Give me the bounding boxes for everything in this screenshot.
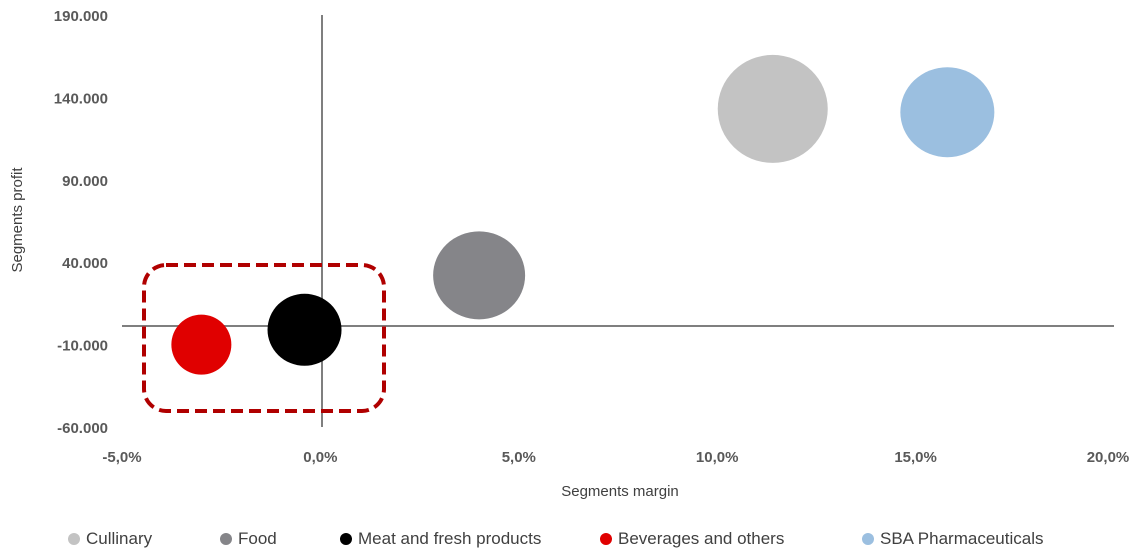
legend-label: Cullinary [86,529,153,548]
bubbles [171,54,995,375]
legend-item: Meat and fresh products [340,529,541,549]
y-tick-label: 190.000 [54,8,108,25]
y-tick-labels: 190.000 140.000 90.000 40.000 -10.000 -60.000 [54,8,108,437]
x-tick-label: 5,0% [502,449,536,466]
legend-label: Meat and fresh products [358,529,542,548]
highlight-box [142,263,386,413]
bubble-food [433,231,526,320]
bubble-beverages-and-others [171,314,232,375]
y-tick-label: 90.000 [62,173,108,190]
y-axis-title: Segments profit [9,167,26,273]
y-tick-label: -60.000 [57,420,108,437]
y-tick-label: 140.000 [54,90,108,107]
legend-item: Beverages and others [600,529,784,549]
x-tick-label: 0,0% [303,449,337,466]
x-tick-label: 20,0% [1087,449,1130,466]
x-tick-label: -5,0% [102,449,141,466]
legend-label: SBA Pharmaceuticals [880,529,1044,548]
legend-item: SBA Pharmaceuticals [862,529,1043,549]
legend-marker-icon [600,533,612,545]
x-tick-labels: -5,0% 0,0% 5,0% 10,0% 15,0% 20,0% [102,449,1129,466]
legend-marker-icon [220,533,232,545]
bubble-meat-and-fresh-products [267,293,342,366]
x-tick-label: 10,0% [696,449,739,466]
y-tick-label: -10.000 [57,338,108,355]
legend-marker-icon [68,533,80,545]
legend-item: Cullinary [68,529,152,549]
legend-item: Food [220,529,277,549]
y-tick-label: 40.000 [62,255,108,272]
bubble-cullinary [717,54,828,163]
legend-label: Beverages and others [618,529,785,548]
legend-marker-icon [862,533,874,545]
legend-label: Food [238,529,277,548]
legend-marker-icon [340,533,352,545]
bubble-sba-pharmaceuticals [900,67,995,158]
legend: Cullinary Food Meat and fresh products Beve… [0,529,1143,553]
x-tick-label: 15,0% [894,449,937,466]
x-axis-title: Segments margin [561,483,679,500]
